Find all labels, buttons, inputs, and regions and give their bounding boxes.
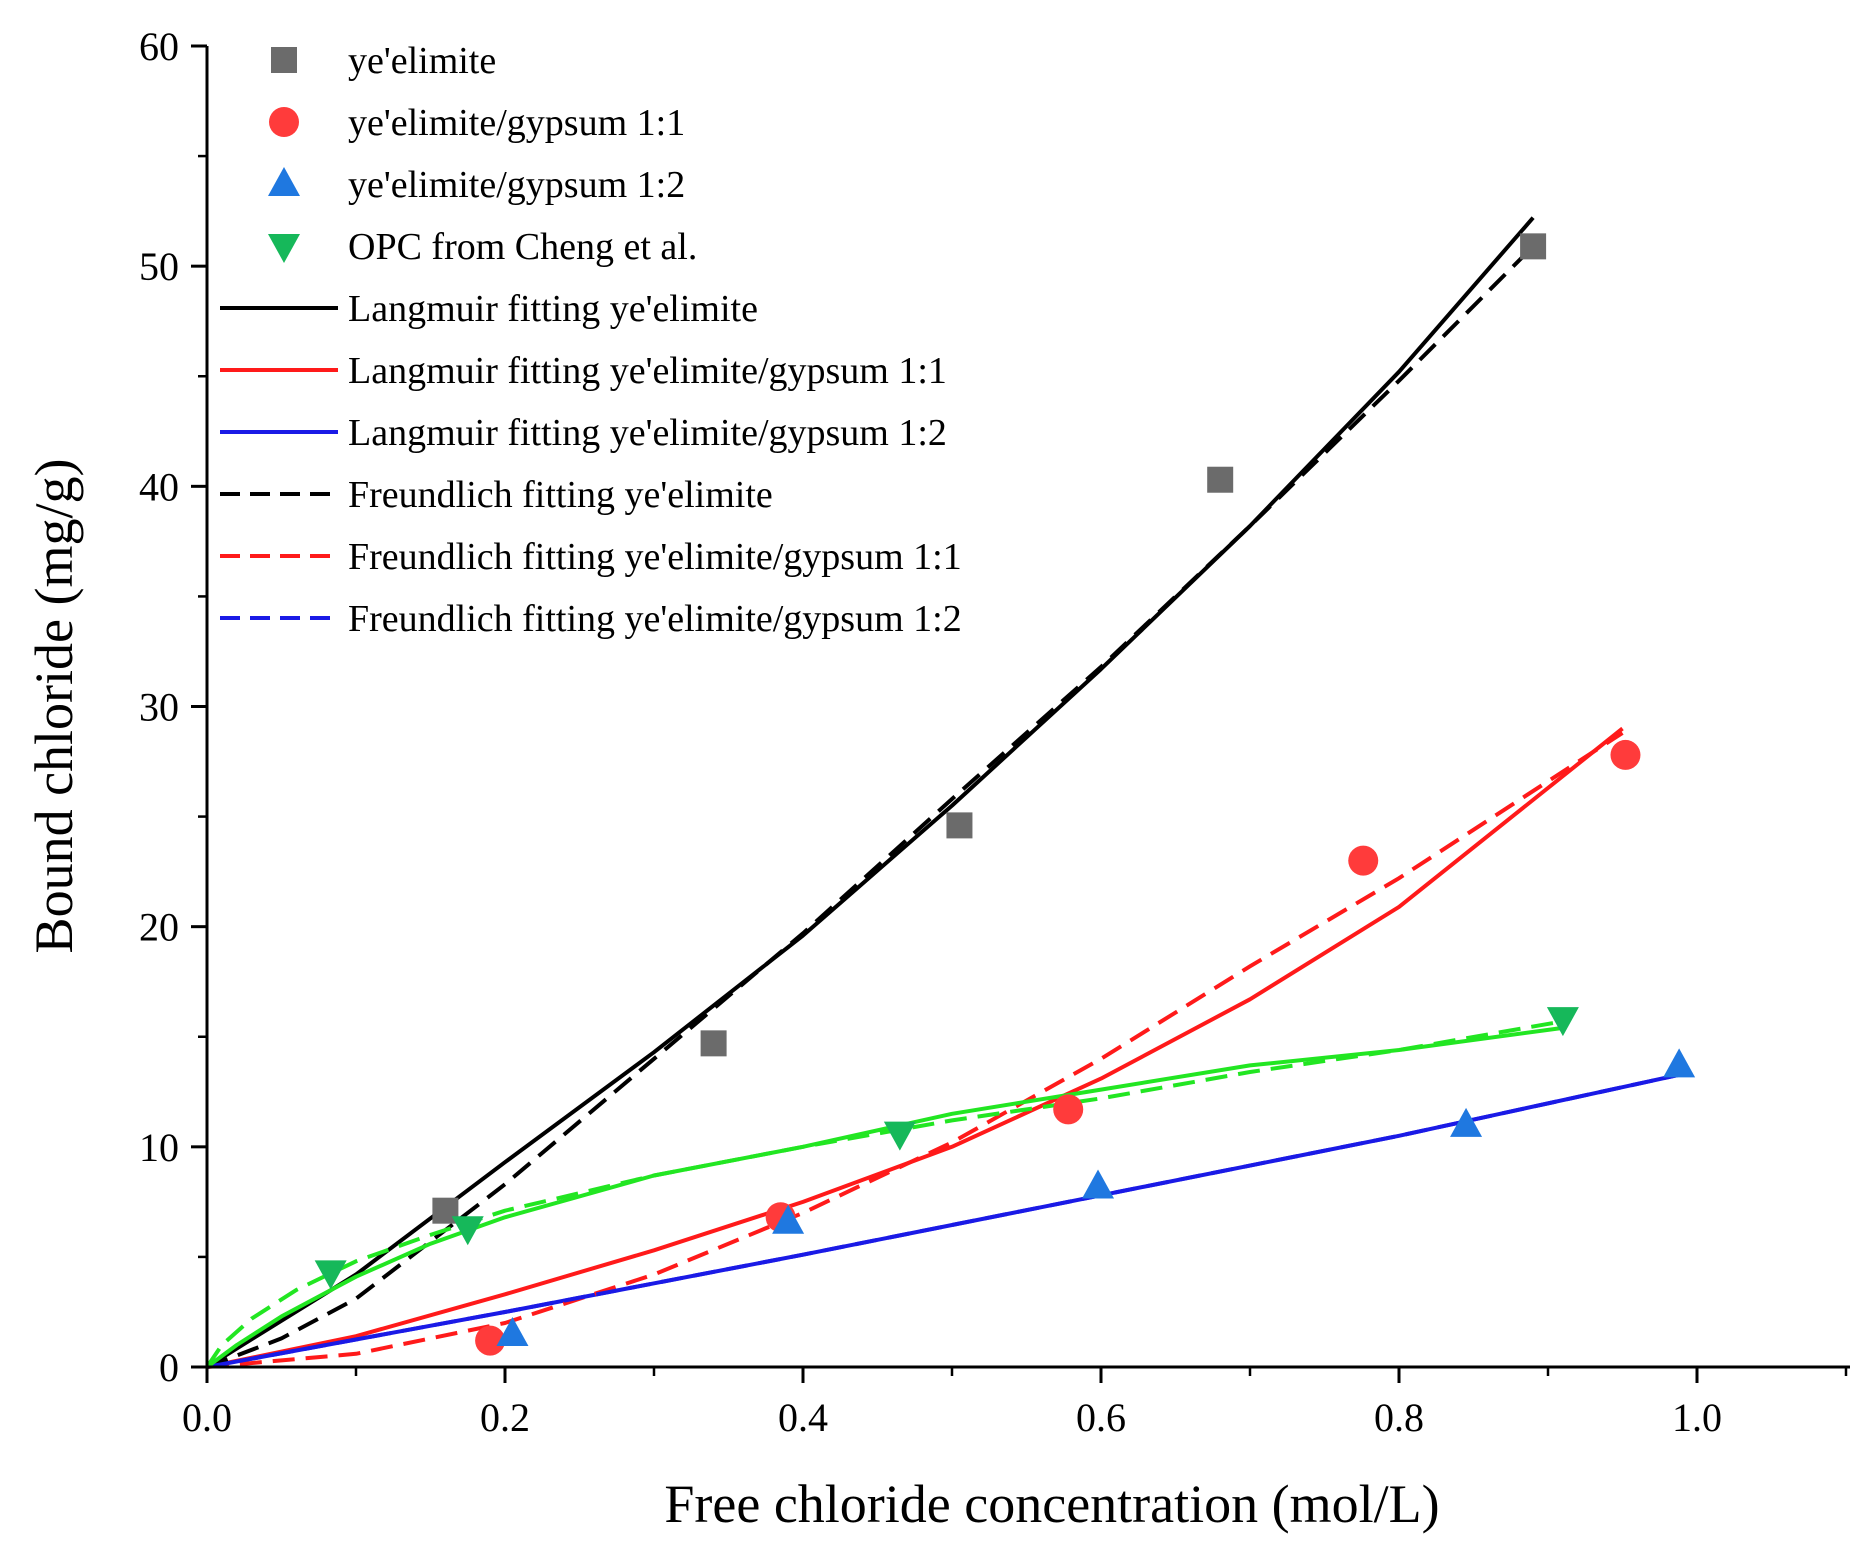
- y-tick-label: 50: [139, 244, 179, 289]
- freundlich-fit-line-1a1ae6: [206, 1072, 1683, 1369]
- data-point-square: [700, 1030, 727, 1057]
- freundlich-fit-line-000000: [206, 244, 1535, 1369]
- x-tick-label: 0.2: [480, 1395, 530, 1440]
- y-tick-label: 40: [139, 464, 179, 509]
- freundlich-fit-line-22e622: [205, 1019, 1564, 1369]
- legend-marker-triangle-down: [268, 234, 300, 263]
- legend-label: Langmuir fitting ye'elimite/gypsum 1:1: [348, 350, 947, 392]
- x-tick-label: 0.4: [778, 1395, 828, 1440]
- data-point-triangle-up: [1450, 1107, 1483, 1137]
- legend-label: OPC from Cheng et al.: [348, 226, 697, 268]
- y-tick-label: 30: [139, 685, 179, 730]
- y-tick-label: 10: [139, 1125, 179, 1170]
- data-point-triangle-up: [772, 1204, 805, 1234]
- data-point-circle: [1053, 1094, 1084, 1125]
- legend-label: Langmuir fitting ye'elimite: [348, 288, 758, 330]
- legend-label: Freundlich fitting ye'elimite/gypsum 1:2: [348, 598, 962, 640]
- plot-points: [314, 233, 1696, 1356]
- data-point-triangle-up: [1663, 1048, 1696, 1078]
- data-point-triangle-down: [1546, 1007, 1579, 1037]
- y-tick-label: 60: [139, 24, 179, 69]
- x-axis-title: Free chloride concentration (mol/L): [664, 1474, 1439, 1534]
- legend-label: ye'elimite/gypsum 1:1: [348, 102, 685, 144]
- y-axis-title: Bound chloride (mg/g): [24, 459, 84, 954]
- data-point-circle: [475, 1325, 506, 1356]
- ticks: 0.0 0.2 0.4 0.6 0.8 1.0 0 10 20 30 40 50 60: [139, 24, 1848, 1440]
- langmuir-fit-line-22e622: [205, 1025, 1564, 1369]
- data-point-triangle-up: [496, 1316, 529, 1346]
- data-point-square: [1520, 233, 1547, 260]
- plot-lines: [205, 216, 1683, 1369]
- x-tick-label: 1.0: [1672, 1395, 1722, 1440]
- data-point-circle: [1348, 845, 1379, 876]
- y-tick-label: 20: [139, 905, 179, 950]
- freundlich-fit-line-ff1a1a: [206, 731, 1624, 1369]
- legend-label: Freundlich fitting ye'elimite: [348, 474, 773, 516]
- langmuir-fit-line-000000: [205, 216, 1535, 1369]
- y-tick-label: 0: [159, 1345, 179, 1390]
- data-point-triangle-down: [883, 1121, 916, 1151]
- data-point-triangle-down: [451, 1216, 484, 1246]
- legend-marker-circle: [269, 107, 299, 137]
- data-point-square: [946, 812, 973, 839]
- langmuir-fit-line-ff1a1a: [206, 726, 1624, 1369]
- x-tick-label: 0.0: [182, 1395, 232, 1440]
- legend-label: Langmuir fitting ye'elimite/gypsum 1:2: [348, 412, 947, 454]
- data-point-triangle-up: [1082, 1169, 1115, 1199]
- data-point-square: [1207, 466, 1234, 493]
- x-tick-label: 0.8: [1374, 1395, 1424, 1440]
- legend-label: ye'elimite/gypsum 1:2: [348, 164, 685, 206]
- legend-label: Freundlich fitting ye'elimite/gypsum 1:1: [348, 536, 962, 578]
- legend: ye'elimite ye'elimite/gypsum 1:1 ye'elimit…: [220, 40, 962, 640]
- data-point-circle: [1610, 739, 1641, 770]
- legend-marker-triangle-up: [268, 167, 300, 196]
- data-point-triangle-down: [314, 1260, 347, 1290]
- x-tick-label: 0.6: [1076, 1395, 1126, 1440]
- legend-marker-square: [271, 47, 297, 73]
- legend-label: ye'elimite: [348, 40, 496, 82]
